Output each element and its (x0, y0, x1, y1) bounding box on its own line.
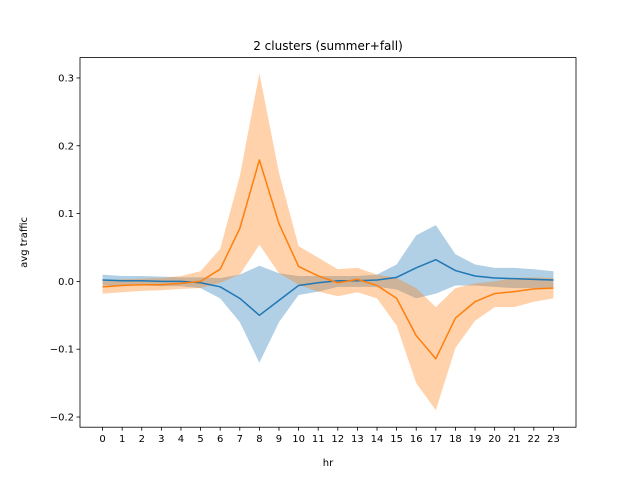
x-tick-label: 16 (410, 434, 423, 445)
y-tick-label: 0.0 (58, 277, 74, 288)
x-tick-label: 9 (276, 434, 282, 445)
x-tick-label: 19 (469, 434, 482, 445)
y-axis-label: avg traffic (19, 217, 30, 268)
x-tick-label: 12 (331, 434, 344, 445)
x-tick-label: 7 (237, 434, 243, 445)
x-tick-label: 14 (371, 434, 384, 445)
y-tick-label: 0.3 (58, 73, 74, 84)
y-tick-label: −0.1 (50, 345, 74, 356)
x-tick-label: 15 (390, 434, 403, 445)
y-tick-label: 0.1 (58, 209, 74, 220)
y-tick-label: 0.2 (58, 141, 74, 152)
x-tick-label: 3 (158, 434, 164, 445)
x-tick-label: 10 (292, 434, 305, 445)
x-tick-label: 23 (547, 434, 560, 445)
x-tick-label: 11 (312, 434, 325, 445)
x-tick-label: 17 (429, 434, 442, 445)
x-tick-label: 0 (99, 434, 105, 445)
x-axis-label: hr (323, 458, 334, 469)
x-tick-label: 6 (217, 434, 223, 445)
y-tick-label: −0.2 (50, 413, 74, 424)
x-tick-label: 4 (178, 434, 184, 445)
x-tick-label: 5 (197, 434, 203, 445)
chart-title: 2 clusters (summer+fall) (253, 39, 403, 53)
x-tick-label: 2 (139, 434, 145, 445)
x-tick-label: 20 (488, 434, 501, 445)
x-tick-label: 13 (351, 434, 364, 445)
x-tick-label: 18 (449, 434, 462, 445)
x-tick-label: 22 (527, 434, 540, 445)
x-tick-label: 1 (119, 434, 125, 445)
x-tick-label: 8 (256, 434, 262, 445)
x-tick-label: 21 (508, 434, 521, 445)
